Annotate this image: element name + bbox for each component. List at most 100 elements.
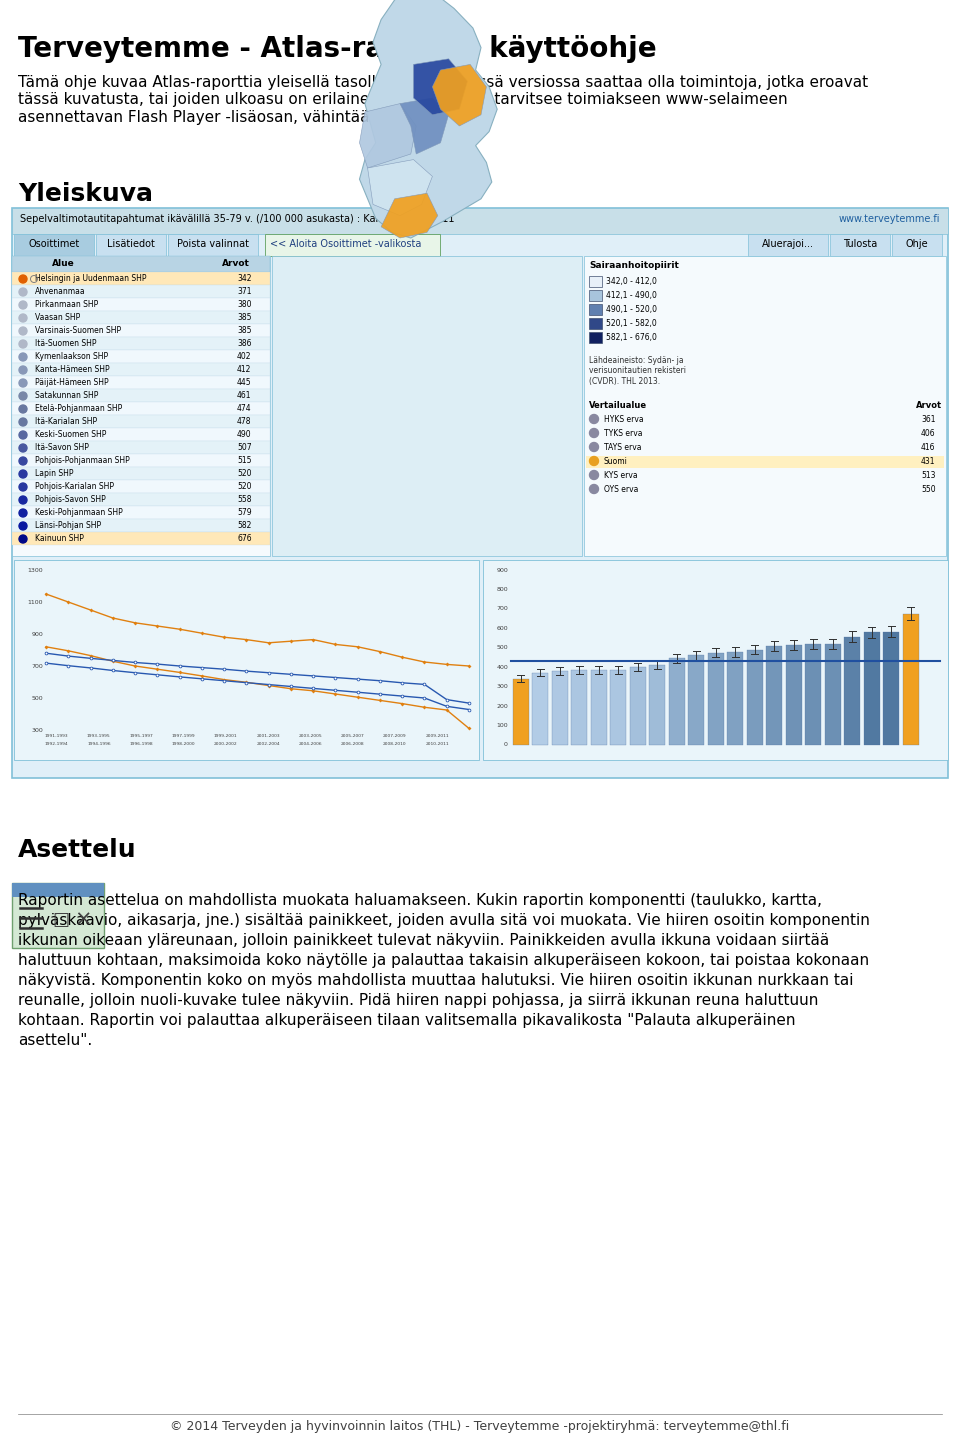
Text: 1991-1993: 1991-1993	[45, 734, 68, 738]
Text: 402: 402	[237, 352, 252, 360]
Bar	[571, 671, 588, 746]
Bar	[630, 666, 645, 746]
Bar	[586, 428, 944, 440]
Text: 500: 500	[32, 695, 43, 701]
Text: 371: 371	[237, 287, 252, 296]
Bar	[12, 519, 270, 532]
Circle shape	[19, 483, 27, 490]
Text: 200: 200	[496, 704, 508, 708]
Text: Kanta-Hämeen SHP: Kanta-Hämeen SHP	[35, 365, 109, 373]
Circle shape	[19, 392, 27, 399]
Bar	[12, 257, 270, 273]
Bar	[12, 402, 270, 415]
Text: 2004-2006: 2004-2006	[299, 743, 323, 746]
Bar	[589, 290, 602, 301]
Text: Päijät-Hämeen SHP: Päijät-Hämeen SHP	[35, 378, 108, 386]
Bar	[586, 414, 944, 425]
Circle shape	[19, 275, 27, 283]
Text: Keski-Suomen SHP: Keski-Suomen SHP	[35, 430, 107, 438]
Polygon shape	[359, 104, 417, 169]
Bar	[12, 506, 270, 519]
Bar	[12, 208, 948, 779]
Text: 515: 515	[237, 456, 252, 464]
Bar	[786, 645, 802, 746]
Text: 1999-2001: 1999-2001	[214, 734, 237, 738]
Text: Etelä-Pohjanmaan SHP: Etelä-Pohjanmaan SHP	[35, 404, 122, 412]
Text: Sairaanhoitopiirit: Sairaanhoitopiirit	[589, 261, 679, 270]
Text: Alue: Alue	[52, 260, 75, 268]
Bar	[586, 443, 944, 454]
Text: Poista valinnat: Poista valinnat	[177, 239, 249, 249]
Bar	[12, 273, 270, 286]
Text: 386: 386	[237, 339, 252, 348]
Bar	[589, 332, 602, 343]
Bar	[883, 632, 900, 746]
Polygon shape	[414, 59, 468, 115]
Text: 1100: 1100	[28, 600, 43, 604]
Text: Lapin SHP: Lapin SHP	[35, 469, 74, 477]
Bar	[14, 559, 479, 760]
Circle shape	[19, 366, 27, 373]
Circle shape	[19, 457, 27, 464]
Circle shape	[19, 353, 27, 360]
Bar	[12, 208, 948, 234]
Bar	[845, 636, 860, 746]
Text: Asettelu: Asettelu	[18, 838, 136, 862]
Polygon shape	[359, 0, 497, 238]
Bar	[12, 467, 270, 480]
Text: TAYS erva: TAYS erva	[604, 443, 641, 451]
Bar	[168, 234, 258, 257]
Text: 385: 385	[237, 313, 252, 322]
Text: ×: ×	[74, 910, 91, 930]
Bar	[584, 257, 946, 557]
Text: 300: 300	[32, 728, 43, 733]
Circle shape	[19, 327, 27, 335]
Bar	[903, 613, 919, 746]
Bar	[12, 883, 104, 897]
Text: Itä-Karialan SHP: Itä-Karialan SHP	[35, 417, 97, 425]
Text: 342: 342	[237, 274, 252, 283]
Text: 445: 445	[237, 378, 252, 386]
Bar	[589, 319, 602, 329]
Text: KYS erva: KYS erva	[604, 472, 637, 480]
Text: 1994-1996: 1994-1996	[87, 743, 110, 746]
Text: 490,1 - 520,0: 490,1 - 520,0	[606, 306, 657, 314]
Bar	[552, 671, 567, 746]
Text: Aluerajoi...: Aluerajoi...	[762, 239, 814, 249]
Bar	[650, 665, 665, 746]
Bar	[669, 659, 684, 746]
Text: 520: 520	[237, 469, 252, 477]
Bar	[611, 671, 626, 746]
Text: 361: 361	[921, 415, 935, 424]
Polygon shape	[432, 65, 487, 125]
Bar	[748, 234, 828, 257]
Bar	[12, 324, 270, 337]
Text: 513: 513	[921, 472, 935, 480]
Bar	[708, 653, 724, 746]
Bar	[513, 679, 529, 746]
Text: ikkunan oikeaan yläreunaan, jolloin painikkeet tulevat näkyviin. Painikkeiden av: ikkunan oikeaan yläreunaan, jolloin pain…	[18, 933, 829, 947]
Text: 579: 579	[237, 508, 252, 518]
Text: 385: 385	[237, 326, 252, 335]
Circle shape	[589, 443, 598, 451]
Bar	[12, 376, 270, 389]
Text: Lisätiedot: Lisätiedot	[108, 239, 155, 249]
Bar	[864, 633, 879, 746]
Circle shape	[19, 340, 27, 348]
Bar	[12, 298, 270, 311]
Text: Vaasan SHP: Vaasan SHP	[35, 313, 81, 322]
Text: kohtaan. Raportin voi palauttaa alkuperäiseen tilaan valitsemalla pikavalikosta : kohtaan. Raportin voi palauttaa alkuperä…	[18, 1012, 796, 1028]
Circle shape	[19, 522, 27, 531]
Bar	[12, 441, 270, 454]
Text: 412,1 - 490,0: 412,1 - 490,0	[606, 291, 657, 300]
Bar	[12, 286, 270, 298]
Text: 1998-2000: 1998-2000	[172, 743, 195, 746]
Text: 700: 700	[32, 663, 43, 669]
Bar	[589, 275, 602, 287]
Text: Itä-Savon SHP: Itä-Savon SHP	[35, 443, 89, 451]
Circle shape	[19, 431, 27, 438]
Text: 2002-2004: 2002-2004	[256, 743, 280, 746]
Bar	[533, 673, 548, 746]
Circle shape	[589, 485, 598, 493]
Polygon shape	[381, 193, 438, 238]
